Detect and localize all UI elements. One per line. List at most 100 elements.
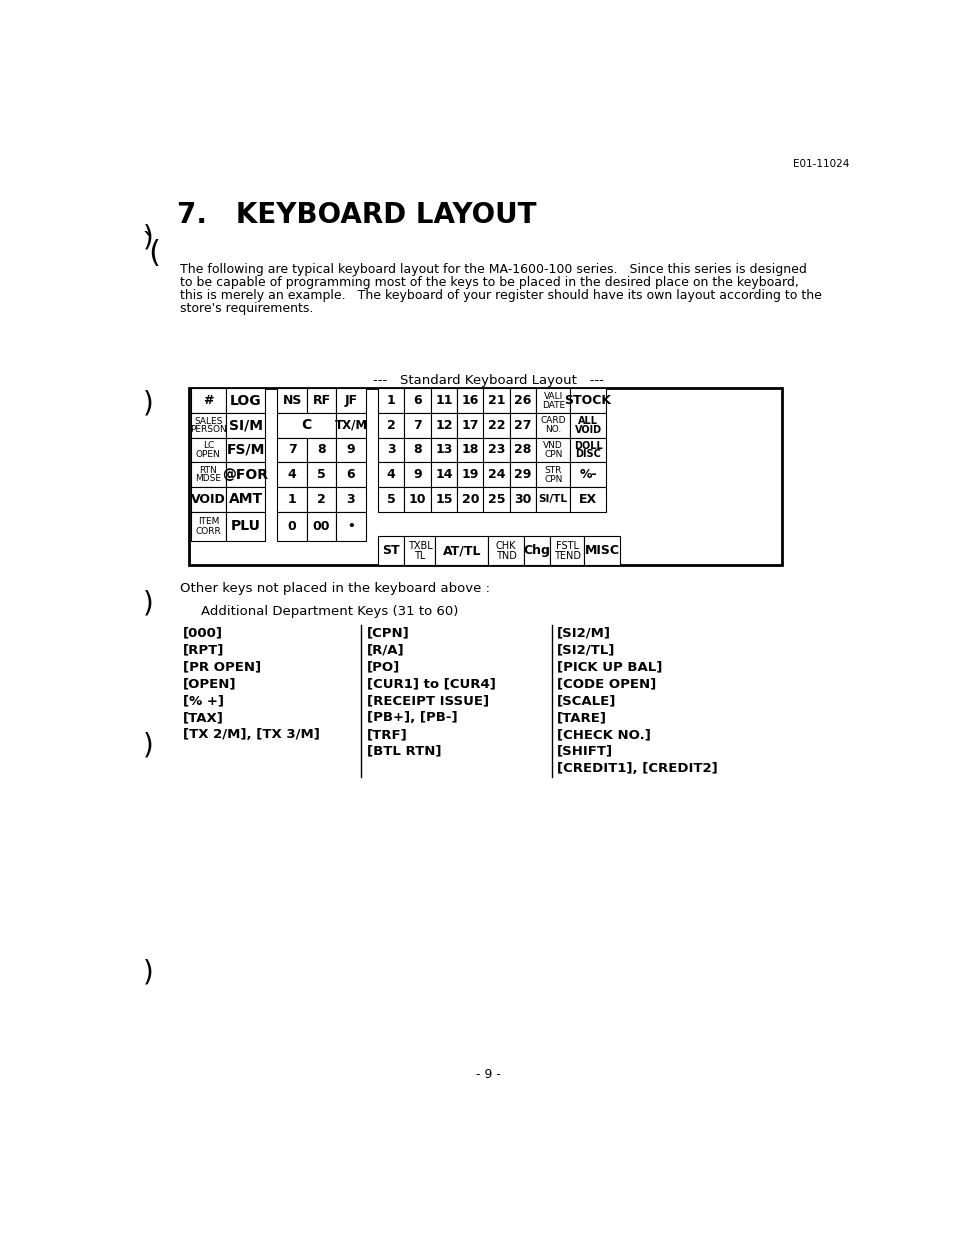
Bar [277,463,307,486]
Text: Other keys not placed in the keyboard above :: Other keys not placed in the keyboard ab… [179,582,489,594]
Bar [191,463,226,486]
Bar [191,388,226,413]
Text: [SI2/M]: [SI2/M] [557,627,611,639]
Bar [570,413,605,438]
Bar [307,438,335,463]
Bar [377,463,404,486]
Text: JF: JF [344,395,357,407]
Text: 4: 4 [288,468,296,482]
Text: [SI2/TL]: [SI2/TL] [557,643,615,656]
Text: [CODE OPEN]: [CODE OPEN] [557,678,656,690]
Text: [RECEIPT ISSUE]: [RECEIPT ISSUE] [367,694,489,707]
Bar [431,486,456,511]
Bar [277,413,335,438]
Text: 24: 24 [487,468,505,482]
Text: NS: NS [282,395,301,407]
Text: [TRF]: [TRF] [367,728,408,741]
Bar [483,413,509,438]
Text: 3: 3 [346,493,355,506]
Text: [CUR1] to [CUR4]: [CUR1] to [CUR4] [367,678,496,690]
Bar [570,388,605,413]
Text: ---   Standard Keyboard Layout   ---: --- Standard Keyboard Layout --- [373,374,604,387]
Bar [456,438,483,463]
Text: ): ) [143,388,154,417]
Bar [483,388,509,413]
Text: ): ) [143,732,154,759]
Text: NO.: NO. [544,426,560,434]
Text: 7: 7 [288,443,296,457]
Text: 0: 0 [288,520,296,532]
Text: SI/TL: SI/TL [538,494,567,504]
Text: 11: 11 [435,395,453,407]
Text: 8: 8 [317,443,326,457]
Text: [PB+], [PB-]: [PB+], [PB-] [367,711,457,724]
Text: 9: 9 [413,468,421,482]
Text: [PICK UP BAL]: [PICK UP BAL] [557,660,661,673]
Bar [307,511,335,541]
Text: ITEM: ITEM [197,516,219,526]
Text: 17: 17 [461,419,478,432]
Text: @FOR: @FOR [222,468,269,482]
Bar [335,463,365,486]
Text: 1: 1 [387,395,395,407]
Text: [PO]: [PO] [367,660,400,673]
Bar [456,463,483,486]
Text: 2: 2 [387,419,395,432]
Bar [583,536,619,566]
Bar [550,536,583,566]
Bar [277,388,307,413]
Text: VOID: VOID [191,493,226,506]
Text: [SCALE]: [SCALE] [557,694,616,707]
Text: store's requirements.: store's requirements. [179,302,313,315]
Bar [377,536,404,566]
Text: [TX 2/M], [TX 3/M]: [TX 2/M], [TX 3/M] [183,728,319,741]
Text: CPN: CPN [543,450,562,459]
Text: 29: 29 [514,468,531,482]
Bar [335,486,365,511]
Bar [377,388,404,413]
Text: [CREDIT1], [CREDIT2]: [CREDIT1], [CREDIT2] [557,762,717,774]
Text: DISC: DISC [575,449,600,459]
Bar [191,413,226,438]
Bar [404,438,431,463]
Text: 6: 6 [413,395,421,407]
Bar [226,413,265,438]
Bar [431,413,456,438]
Text: 25: 25 [487,493,505,506]
Bar [335,511,365,541]
Text: 2: 2 [316,493,326,506]
Text: VALI: VALI [543,392,562,401]
Bar [431,438,456,463]
Bar [456,413,483,438]
Text: #: # [203,395,213,407]
Bar [509,438,536,463]
Bar [307,388,335,413]
Text: 1: 1 [288,493,296,506]
Text: STOCK: STOCK [564,395,611,407]
Text: CORR: CORR [195,526,221,536]
Text: [CHECK NO.]: [CHECK NO.] [557,728,650,741]
Text: [RPT]: [RPT] [183,643,224,656]
Text: TND: TND [495,551,516,561]
Text: FSTL: FSTL [555,541,578,551]
Text: OPEN: OPEN [195,449,220,459]
Text: AMT: AMT [229,493,262,506]
Text: this is merely an example.   The keyboard of your register should have its own l: this is merely an example. The keyboard … [179,289,821,302]
Bar [226,438,265,463]
Text: 20: 20 [461,493,478,506]
Text: The following are typical keyboard layout for the MA-1600-100 series.   Since th: The following are typical keyboard layou… [179,263,805,276]
Text: 7: 7 [413,419,421,432]
Text: 22: 22 [487,419,505,432]
Text: 9: 9 [346,443,355,457]
Bar [377,438,404,463]
Text: PLU: PLU [231,519,260,534]
Text: 14: 14 [435,468,453,482]
Text: 5: 5 [316,468,326,482]
Bar [307,486,335,511]
Bar [277,511,307,541]
Bar [536,463,570,486]
Bar [377,486,404,511]
Text: [SHIFT]: [SHIFT] [557,745,613,758]
Text: 10: 10 [409,493,426,506]
Bar [431,388,456,413]
